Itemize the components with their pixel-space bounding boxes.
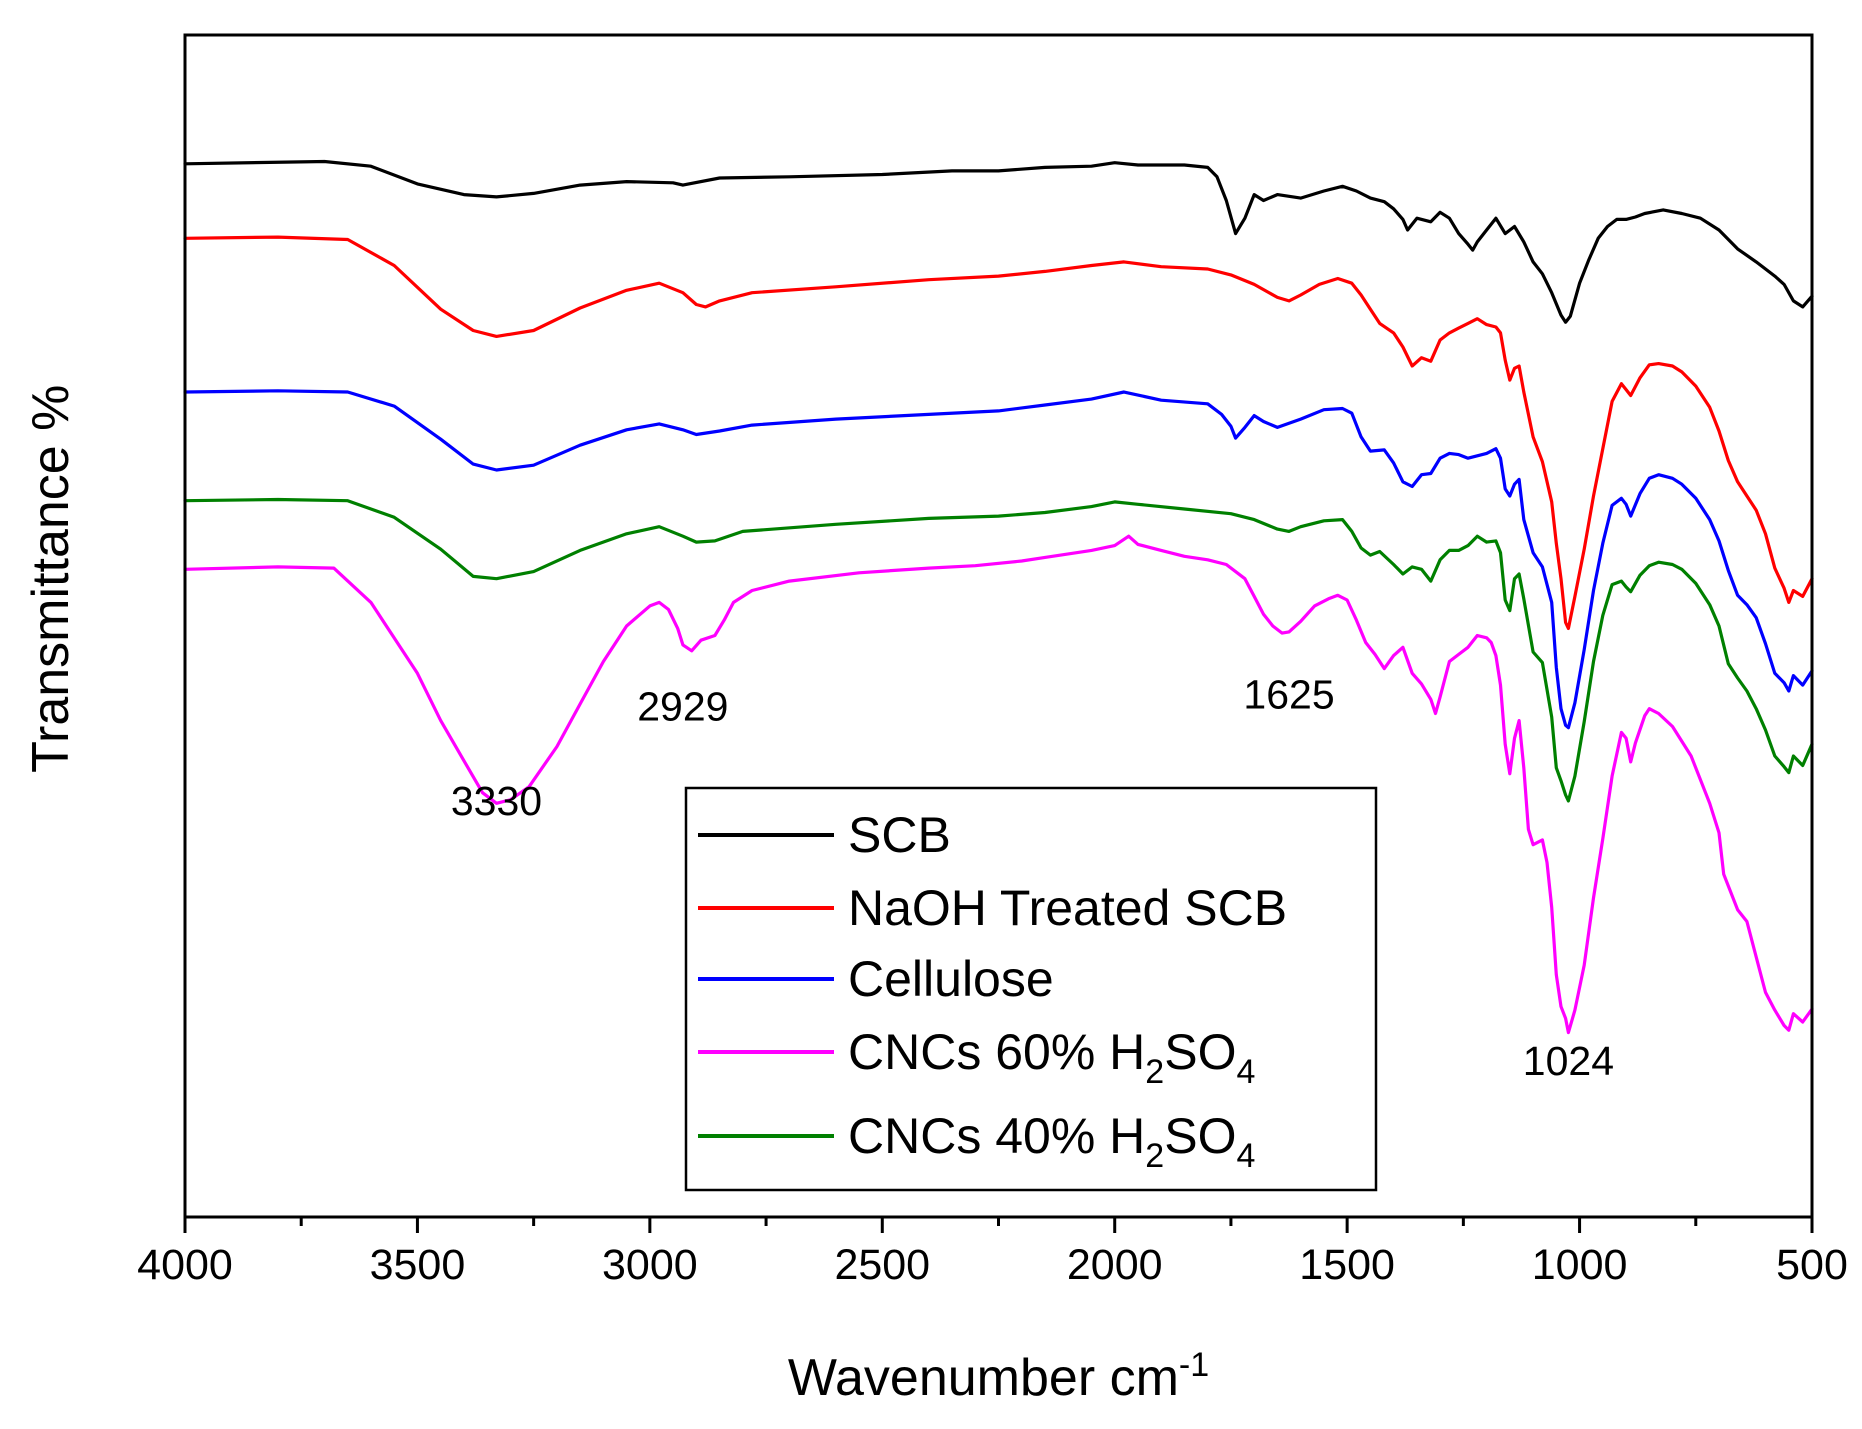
series-line-1 [183, 235, 1814, 630]
x-tick-label: 4000 [137, 1241, 233, 1289]
series-line-2 [183, 389, 1814, 730]
legend-box [684, 786, 1378, 1192]
x-tick-label: 1500 [1299, 1241, 1395, 1289]
x-axis-ticks: 4000 3500 3000 2500 2000 1500 1000 500 [137, 1217, 1848, 1289]
peak-label-1024: 1024 [1523, 1038, 1614, 1084]
legend-label: CNCs 60% H2SO4 [848, 1024, 1255, 1091]
legend-label: NaOH Treated SCB [848, 880, 1287, 936]
x-tick-label: 2000 [1067, 1241, 1163, 1289]
series-line-3 [183, 534, 1814, 1035]
legend-label: CNCs 40% H2SO4 [848, 1108, 1255, 1175]
x-tick-label: 3000 [602, 1241, 698, 1289]
legend: SCB NaOH Treated SCB Cellulose CNCs 60% H2S… [684, 786, 1378, 1192]
series-line-0 [183, 159, 1814, 324]
x-tick-label: 1000 [1532, 1241, 1628, 1289]
peak-label-3330: 3330 [451, 778, 542, 824]
peak-annotations: 3330 2929 1625 1024 [451, 672, 1614, 1084]
legend-items: SCB NaOH Treated SCB Cellulose CNCs 60% H2S… [698, 807, 1287, 1175]
x-axis-title: Wavenumber cm-1 [788, 1346, 1209, 1407]
x-axis-title-text: Wavenumber cm [788, 1349, 1179, 1407]
peak-label-2929: 2929 [637, 684, 728, 730]
x-tick-label: 2500 [834, 1241, 930, 1289]
series-line-4 [183, 497, 1814, 803]
x-tick-label: 3500 [370, 1241, 466, 1289]
y-axis-title: Transmittance % [22, 385, 80, 773]
legend-label: SCB [848, 807, 951, 863]
peak-label-1625: 1625 [1243, 672, 1334, 718]
x-axis-title-superscript: -1 [1179, 1346, 1209, 1384]
x-tick-label: 500 [1776, 1241, 1848, 1289]
plot-lines [183, 159, 1814, 1035]
legend-label: Cellulose [848, 951, 1054, 1007]
